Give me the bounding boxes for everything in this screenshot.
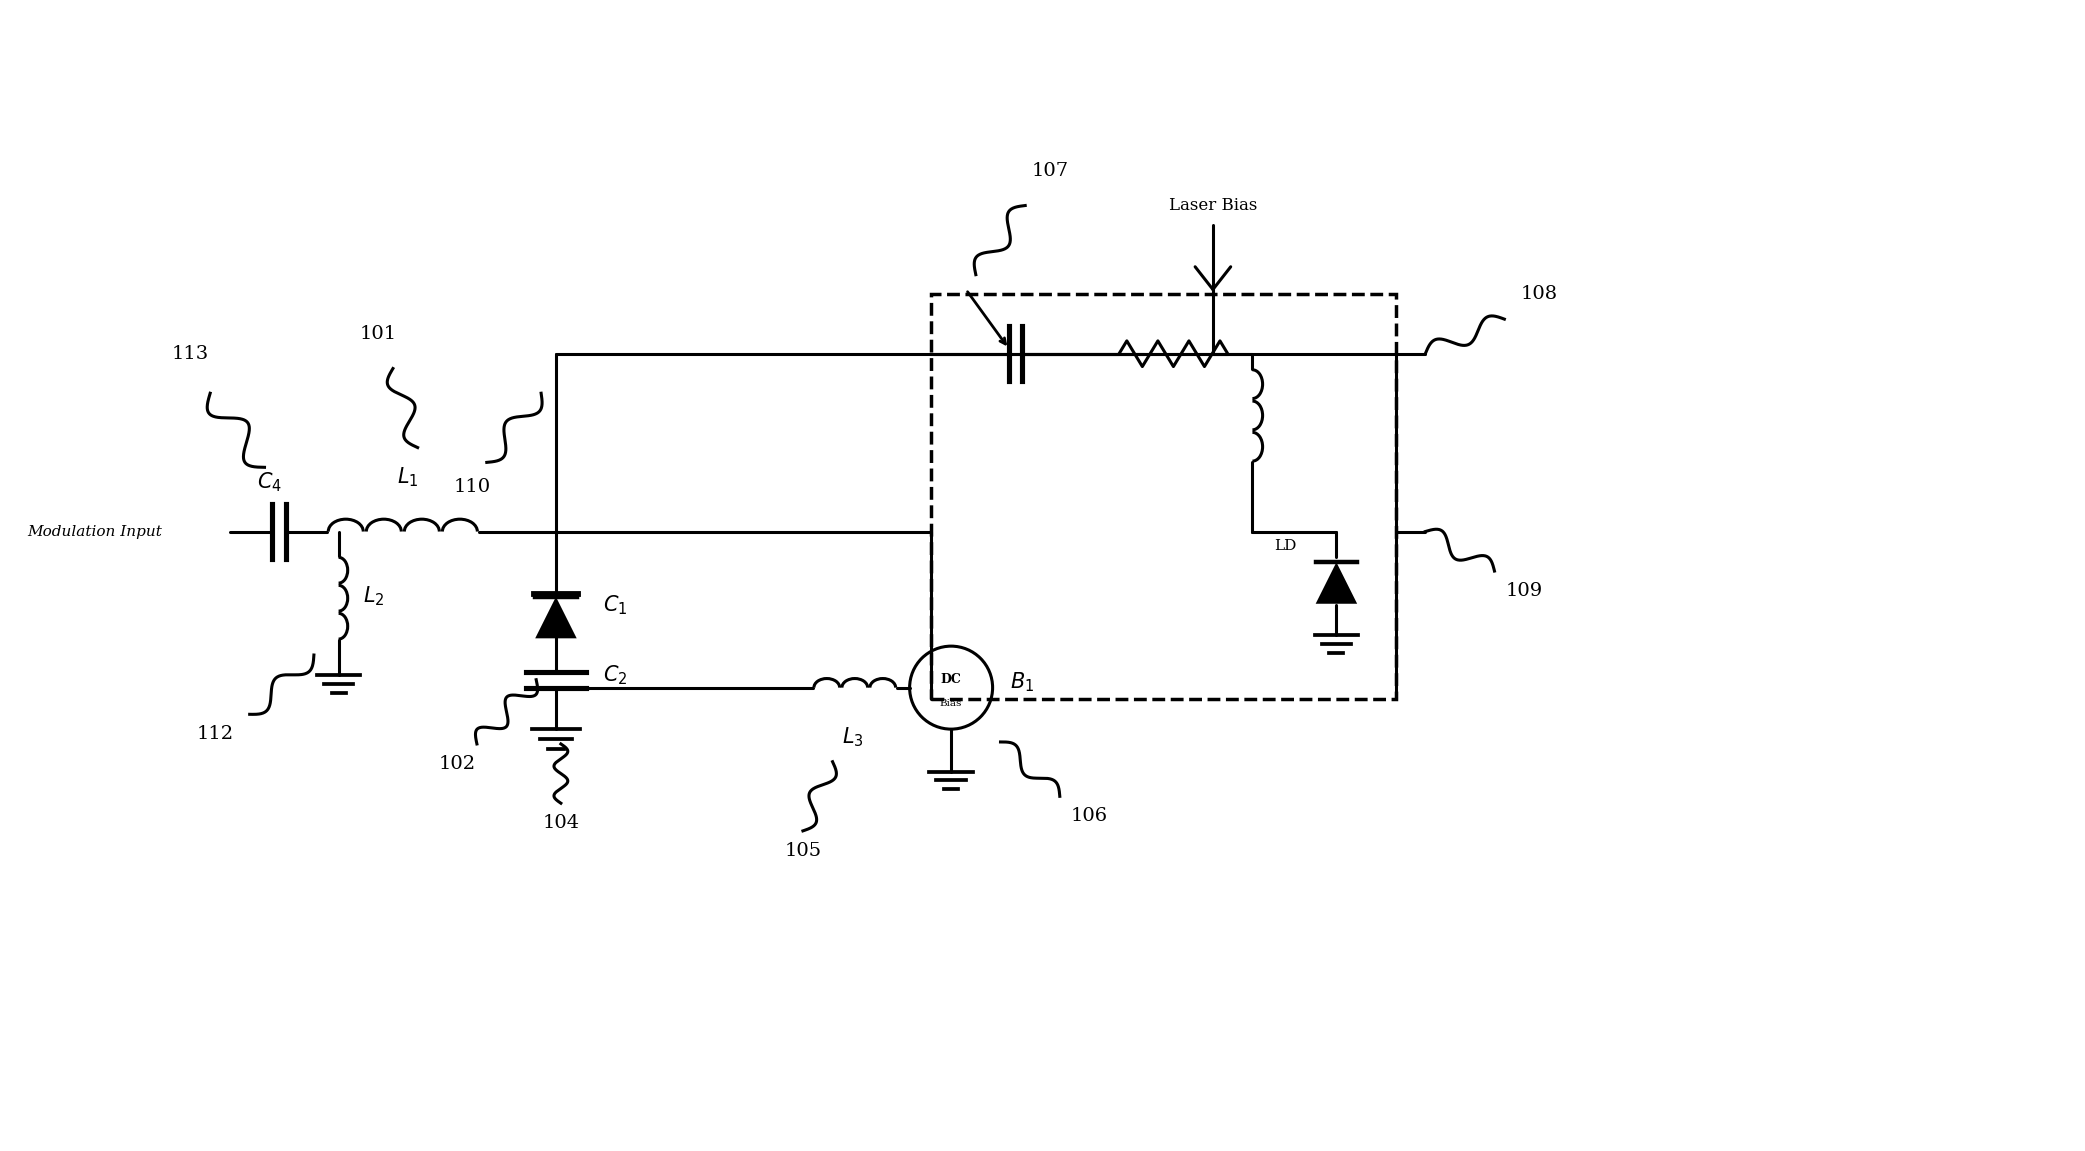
Text: Modulation Input: Modulation Input [27,525,163,539]
Text: 112: 112 [196,725,234,744]
Text: 101: 101 [359,325,396,343]
Text: DC: DC [940,673,961,686]
Text: 110: 110 [452,478,490,496]
Polygon shape [536,597,578,639]
Text: Laser Bias: Laser Bias [1170,197,1257,214]
Text: 113: 113 [171,344,208,363]
Text: 108: 108 [1520,285,1557,304]
Text: $C_1$: $C_1$ [603,594,628,617]
Text: 109: 109 [1505,581,1543,600]
Text: 102: 102 [438,755,475,772]
Text: $L_1$: $L_1$ [396,465,419,489]
Text: 104: 104 [542,814,580,832]
Text: $L_2$: $L_2$ [363,584,386,608]
Text: 105: 105 [784,841,821,860]
Polygon shape [1316,562,1357,604]
Text: $C_4$: $C_4$ [256,471,281,494]
Text: Bias: Bias [940,699,963,708]
Text: LD: LD [1274,540,1297,554]
Text: $C_2$: $C_2$ [603,663,628,687]
Text: $L_3$: $L_3$ [842,725,863,749]
Text: 107: 107 [1032,162,1068,180]
Text: $B_1$: $B_1$ [1011,671,1034,694]
Text: 106: 106 [1072,807,1107,825]
